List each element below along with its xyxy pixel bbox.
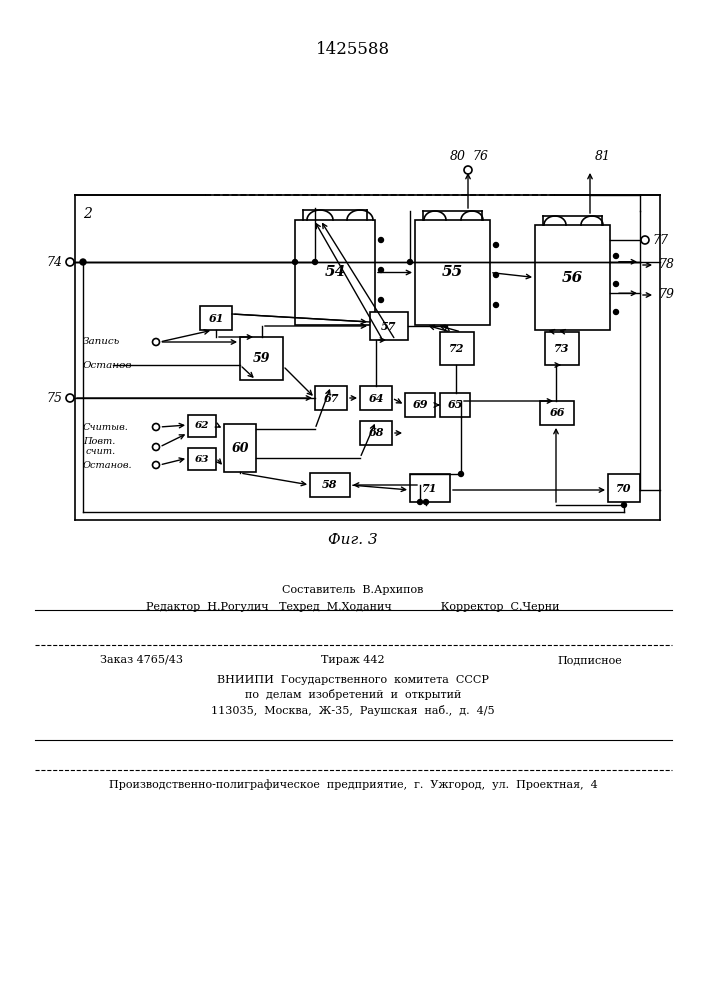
Circle shape bbox=[378, 267, 383, 272]
Bar bbox=[310, 473, 350, 497]
Circle shape bbox=[614, 282, 619, 286]
Text: Фиг. 3: Фиг. 3 bbox=[328, 533, 378, 547]
Text: 62: 62 bbox=[194, 422, 209, 430]
Text: 70: 70 bbox=[617, 483, 632, 493]
Bar bbox=[545, 332, 579, 365]
Text: Редактор  Н.Рогулич   Техред  М.Ходанич              Корректор  С.Черни: Редактор Н.Рогулич Техред М.Ходанич Корр… bbox=[146, 602, 560, 612]
Text: 80: 80 bbox=[450, 150, 466, 163]
Circle shape bbox=[293, 259, 298, 264]
Circle shape bbox=[493, 272, 498, 277]
Text: 79: 79 bbox=[658, 288, 674, 302]
Text: 56: 56 bbox=[562, 270, 583, 284]
Text: 60: 60 bbox=[231, 442, 249, 454]
Text: Составитель  В.Архипов: Составитель В.Архипов bbox=[282, 585, 423, 595]
Bar bbox=[188, 415, 216, 437]
Bar bbox=[240, 337, 283, 380]
Text: 66: 66 bbox=[549, 408, 565, 418]
Text: 69: 69 bbox=[412, 399, 428, 410]
Text: 68: 68 bbox=[368, 428, 384, 438]
Circle shape bbox=[423, 499, 428, 504]
Circle shape bbox=[418, 499, 423, 504]
Text: 65: 65 bbox=[448, 399, 463, 410]
Bar bbox=[188, 448, 216, 470]
Text: Останов.: Останов. bbox=[83, 460, 133, 470]
Text: 57: 57 bbox=[381, 320, 397, 332]
Circle shape bbox=[459, 472, 464, 477]
Circle shape bbox=[312, 259, 317, 264]
Text: 74: 74 bbox=[46, 255, 62, 268]
Bar bbox=[360, 386, 392, 410]
Text: 78: 78 bbox=[658, 258, 674, 271]
Text: 75: 75 bbox=[46, 391, 62, 404]
Text: Считыв.: Считыв. bbox=[83, 422, 129, 432]
Text: ВНИИПИ  Государственного  комитета  СССР: ВНИИПИ Государственного комитета СССР bbox=[217, 675, 489, 685]
Bar bbox=[440, 393, 470, 417]
Bar bbox=[405, 393, 435, 417]
Circle shape bbox=[407, 259, 412, 264]
Circle shape bbox=[378, 298, 383, 302]
Bar bbox=[295, 220, 375, 325]
Circle shape bbox=[493, 302, 498, 308]
Text: Запись: Запись bbox=[83, 338, 120, 347]
Text: Тираж 442: Тираж 442 bbox=[321, 655, 385, 665]
Text: Повт.: Повт. bbox=[83, 438, 115, 446]
Bar bbox=[440, 332, 474, 365]
Text: 59: 59 bbox=[252, 352, 270, 365]
Text: 63: 63 bbox=[194, 454, 209, 464]
Text: 73: 73 bbox=[554, 343, 570, 354]
Text: 72: 72 bbox=[449, 343, 464, 354]
Circle shape bbox=[614, 310, 619, 314]
Text: 77: 77 bbox=[652, 233, 668, 246]
Text: 67: 67 bbox=[323, 392, 339, 403]
Circle shape bbox=[378, 237, 383, 242]
Circle shape bbox=[493, 242, 498, 247]
Text: 2: 2 bbox=[83, 207, 92, 221]
Text: 1425588: 1425588 bbox=[316, 41, 390, 58]
Bar bbox=[535, 225, 610, 330]
Text: 81: 81 bbox=[595, 150, 611, 163]
Bar bbox=[315, 386, 347, 410]
Text: по  делам  изобретений  и  открытий: по делам изобретений и открытий bbox=[245, 690, 461, 700]
Text: Останов: Останов bbox=[83, 360, 132, 369]
Text: Подписное: Подписное bbox=[558, 655, 622, 665]
Bar bbox=[224, 424, 256, 472]
Text: 76: 76 bbox=[472, 150, 488, 163]
Text: 54: 54 bbox=[325, 265, 346, 279]
Circle shape bbox=[621, 502, 626, 508]
Text: счит.: счит. bbox=[86, 448, 116, 456]
Bar bbox=[540, 401, 574, 425]
Bar bbox=[370, 312, 408, 340]
Text: 58: 58 bbox=[322, 480, 338, 490]
Text: 71: 71 bbox=[422, 483, 438, 493]
Text: Заказ 4765/43: Заказ 4765/43 bbox=[100, 655, 183, 665]
Text: 113035,  Москва,  Ж-35,  Раушская  наб.,  д.  4/5: 113035, Москва, Ж-35, Раушская наб., д. … bbox=[211, 704, 495, 716]
Text: 64: 64 bbox=[368, 392, 384, 403]
Bar bbox=[608, 474, 640, 502]
Bar bbox=[360, 421, 392, 445]
Text: 55: 55 bbox=[442, 265, 463, 279]
Circle shape bbox=[80, 259, 86, 265]
Text: 61: 61 bbox=[209, 312, 223, 324]
Circle shape bbox=[614, 253, 619, 258]
Text: Производственно-полиграфическое  предприятие,  г.  Ужгород,  ул.  Проектная,  4: Производственно-полиграфическое предприя… bbox=[109, 780, 597, 790]
Bar bbox=[410, 474, 450, 502]
Bar bbox=[415, 220, 490, 325]
Bar bbox=[200, 306, 232, 330]
